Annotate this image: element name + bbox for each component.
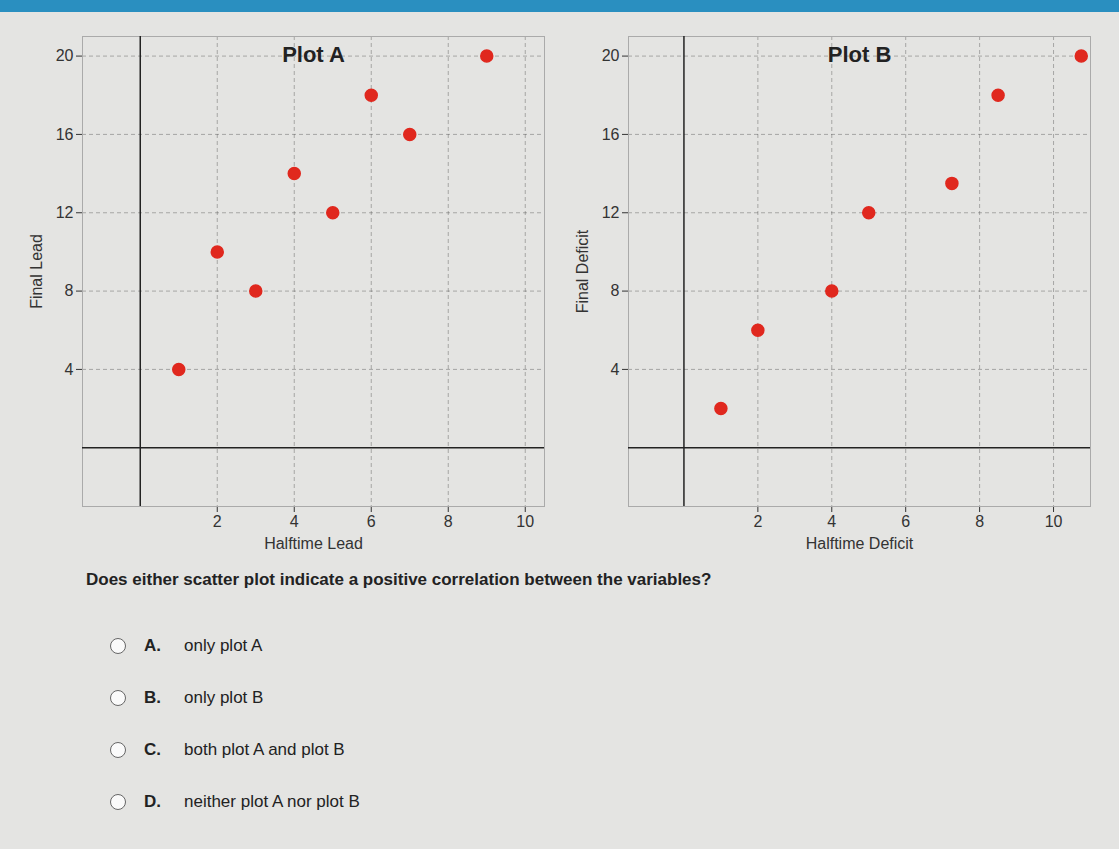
svg-text:Plot B: Plot B <box>828 42 892 67</box>
svg-text:4: 4 <box>611 361 620 378</box>
svg-text:12: 12 <box>56 204 74 221</box>
svg-text:10: 10 <box>516 513 534 530</box>
html-text:both plot A and plot B: both plot A and plot B <box>184 740 345 759</box>
svg-text:4: 4 <box>65 361 74 378</box>
svg-text:6: 6 <box>901 513 910 530</box>
svg-text:20: 20 <box>602 47 620 64</box>
svg-text:2: 2 <box>753 513 762 530</box>
svg-text:16: 16 <box>56 126 74 143</box>
html-text:Does either scatter plot indic: Does either scatter plot indicate a posi… <box>86 570 712 589</box>
svg-text:8: 8 <box>65 282 74 299</box>
svg-text:2: 2 <box>213 513 222 530</box>
svg-text:8: 8 <box>611 282 620 299</box>
html-text:only plot B: only plot B <box>184 688 264 707</box>
svg-text:4: 4 <box>290 513 299 530</box>
html-text:D.: D. <box>144 792 161 811</box>
html-text:only plot A: only plot A <box>184 636 263 655</box>
html-text:B.: B. <box>144 688 161 707</box>
svg-text:20: 20 <box>56 47 74 64</box>
svg-text:Halftime Lead: Halftime Lead <box>264 535 363 552</box>
svg-text:Plot A: Plot A <box>282 42 345 67</box>
svg-text:Final Lead: Final Lead <box>28 234 45 309</box>
svg-text:8: 8 <box>444 513 453 530</box>
html-text:C.: C. <box>144 740 161 759</box>
svg-text:10: 10 <box>1045 513 1063 530</box>
svg-text:Final Deficit: Final Deficit <box>574 229 591 313</box>
svg-text:4: 4 <box>827 513 836 530</box>
svg-text:16: 16 <box>602 126 620 143</box>
html-text:neither plot A nor plot B: neither plot A nor plot B <box>184 792 360 811</box>
svg-text:6: 6 <box>367 513 376 530</box>
svg-text:Halftime Deficit: Halftime Deficit <box>806 535 914 552</box>
svg-text:8: 8 <box>975 513 984 530</box>
html-text:A.: A. <box>144 636 161 655</box>
svg-text:12: 12 <box>602 204 620 221</box>
